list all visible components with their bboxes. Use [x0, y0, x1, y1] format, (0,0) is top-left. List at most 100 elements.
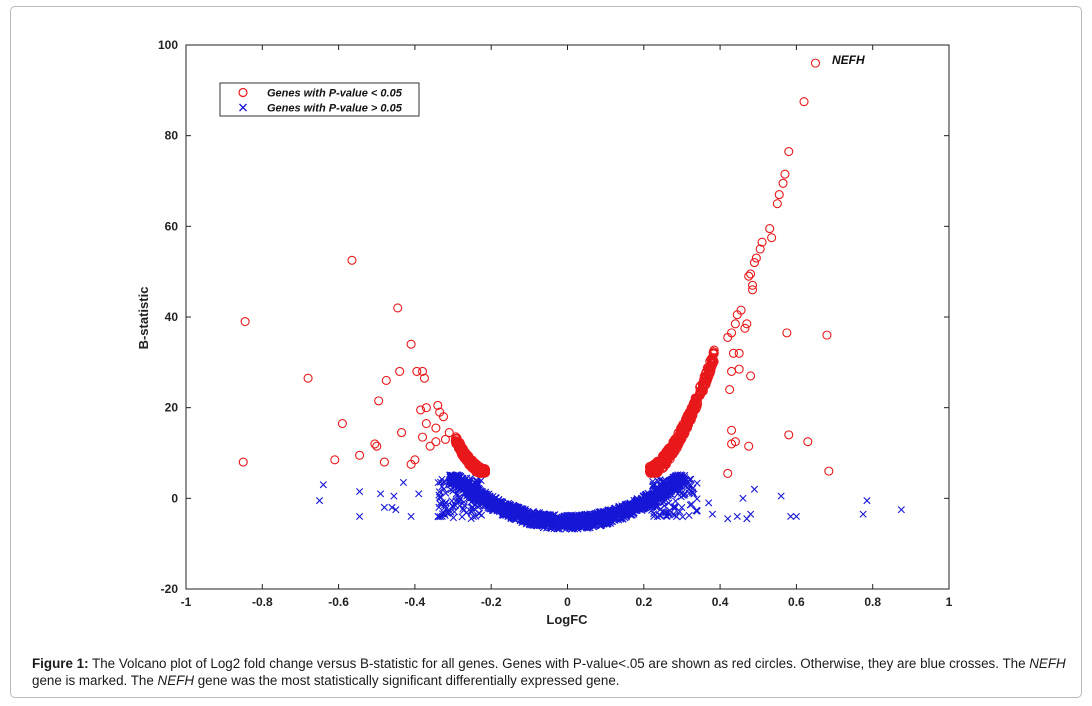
gene-cross — [452, 497, 460, 505]
gene-cross — [498, 507, 506, 515]
gene-cross — [679, 513, 687, 521]
gene-cross — [553, 515, 561, 523]
gene-cross — [650, 492, 658, 500]
gene-cross — [526, 513, 534, 521]
non-significant-gene-cloud — [434, 471, 701, 533]
gene-cross — [621, 509, 629, 517]
gene-cross — [474, 481, 483, 489]
gene-cross — [449, 514, 458, 522]
gene-cross — [656, 476, 664, 484]
gene-cross — [575, 511, 584, 520]
gene-cross — [507, 510, 515, 519]
gene-cross — [518, 505, 526, 513]
gene-cross — [676, 479, 684, 488]
gene-cross — [562, 522, 570, 530]
gene-cross — [468, 493, 476, 502]
gene-cross — [650, 510, 658, 518]
gene-cross — [693, 506, 701, 514]
x-tick-label: 0.2 — [635, 595, 652, 609]
gene-cross — [602, 510, 610, 519]
gene-cross — [517, 515, 525, 524]
y-tick-label: 40 — [165, 310, 179, 324]
x-tick-label: -0.4 — [405, 595, 426, 609]
x-tick-label: 0 — [564, 595, 571, 609]
gene-circle — [706, 365, 716, 375]
gene-cross — [655, 511, 664, 519]
gene-cross — [619, 515, 627, 523]
gene-cross — [487, 505, 496, 513]
gene-cross — [693, 495, 701, 503]
gene-cross — [459, 506, 468, 514]
gene-cross — [678, 503, 686, 512]
gene-cross — [637, 494, 646, 502]
gene-cross — [440, 509, 448, 518]
gene-cross — [631, 507, 639, 515]
gene-cross — [566, 523, 575, 531]
gene-cross — [669, 476, 677, 485]
gene-cross — [510, 504, 518, 512]
x-axis-title: LogFC — [546, 612, 588, 627]
y-tick-label: 0 — [171, 491, 178, 505]
gene-cross — [482, 490, 490, 498]
y-tick-label: 60 — [165, 219, 179, 233]
gene-cross — [524, 509, 532, 517]
gene-cross — [466, 484, 474, 492]
x-tick-label: 1 — [946, 595, 953, 609]
gene-cross — [637, 500, 645, 508]
gene-cross — [469, 512, 477, 521]
gene-cross — [584, 524, 592, 532]
gene-cross — [665, 499, 673, 507]
gene-cross — [449, 502, 457, 510]
gene-cross — [447, 508, 455, 516]
plot-area — [185, 44, 950, 590]
gene-cross — [516, 505, 524, 514]
gene-cross — [608, 507, 616, 515]
gene-cross — [649, 477, 657, 486]
legend-label-not-significant: Genes with P-value > 0.05 — [267, 103, 403, 115]
gene-cross — [624, 500, 632, 508]
caption-gene-2: NEFH — [157, 673, 194, 688]
gene-cross — [558, 513, 567, 521]
gene-cross — [567, 512, 576, 521]
gene-cross — [526, 510, 534, 518]
gene-cross — [662, 508, 670, 516]
gene-cross — [445, 479, 453, 487]
gene-cross — [687, 475, 695, 483]
gene-cross — [686, 475, 694, 484]
nefh-annotation: NEFH — [832, 53, 865, 67]
y-tick-label: 80 — [165, 129, 179, 143]
gene-cross — [678, 489, 686, 497]
gene-cross — [662, 484, 670, 493]
gene-cross — [465, 490, 473, 498]
gene-cross — [474, 495, 482, 503]
gene-cross — [574, 525, 582, 533]
gene-cross — [597, 516, 606, 525]
gene-cross — [472, 512, 480, 520]
significant-gene-cloud — [450, 345, 719, 478]
gene-cross — [646, 493, 654, 501]
gene-cross — [615, 516, 623, 524]
gene-cross — [688, 500, 696, 508]
gene-cross — [454, 475, 463, 484]
gene-cross — [480, 491, 488, 499]
y-tick-label: -20 — [161, 582, 179, 596]
gene-cross — [583, 518, 591, 526]
gene-cross — [616, 510, 624, 518]
gene-cross — [489, 492, 497, 500]
gene-cross — [672, 485, 680, 493]
gene-cross — [483, 493, 491, 501]
gene-cross — [468, 503, 477, 511]
gene-cross — [638, 505, 647, 513]
y-tick-label: 20 — [165, 401, 179, 415]
gene-cross — [472, 477, 481, 485]
gene-cross — [536, 516, 544, 524]
gene-cross — [649, 502, 657, 511]
y-axis-title: B-statistic — [136, 287, 151, 350]
gene-cross — [440, 478, 448, 486]
gene-cross — [550, 514, 558, 522]
gene-cross — [690, 490, 698, 498]
gene-cross — [465, 477, 474, 485]
caption-text-2: gene is marked. The — [32, 673, 158, 688]
gene-cross — [660, 477, 668, 485]
gene-cross — [666, 506, 674, 515]
